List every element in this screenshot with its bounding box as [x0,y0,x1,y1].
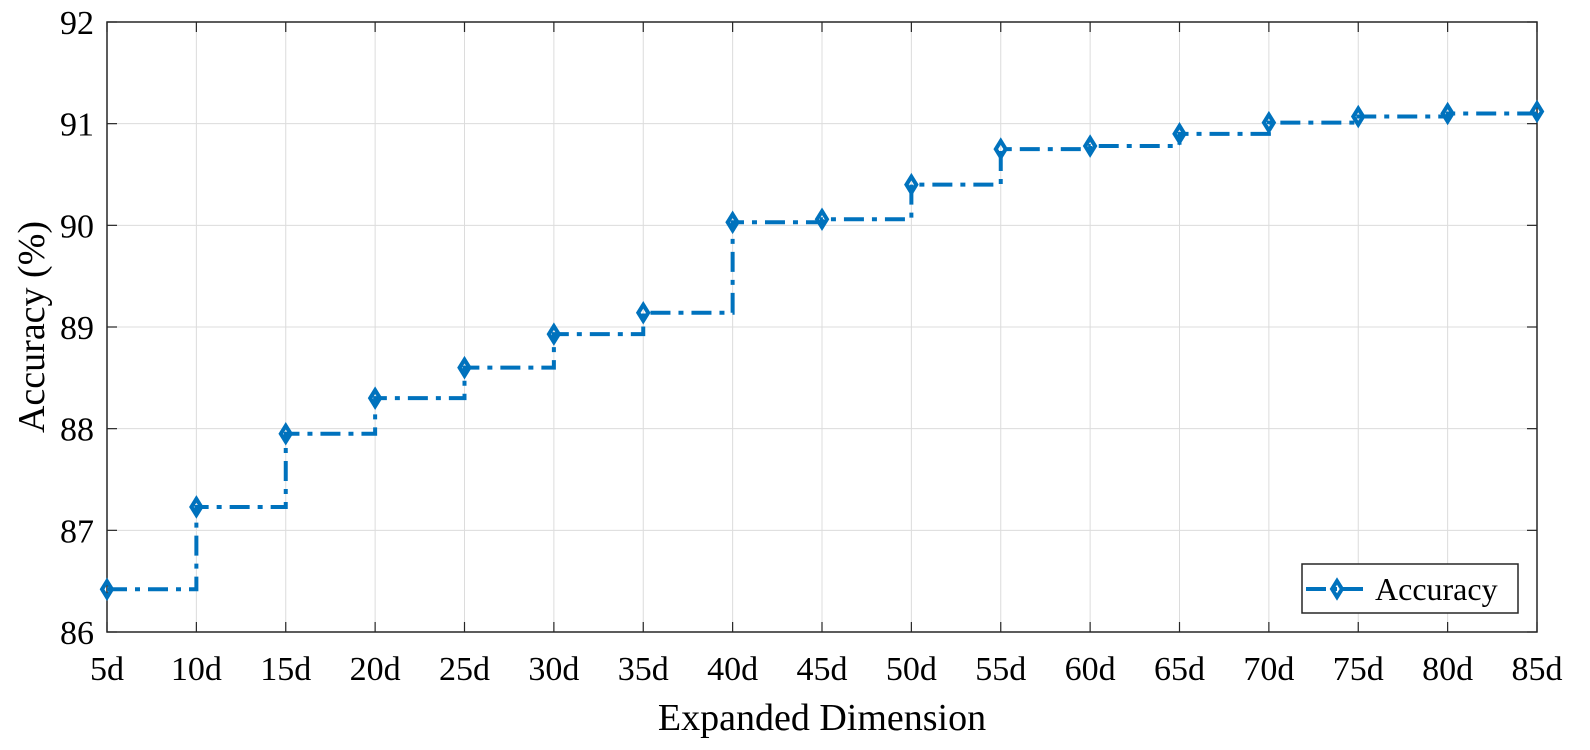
data-point-marker [1440,101,1455,126]
data-point-marker [278,421,294,446]
x-tick-label: 70d [1243,651,1294,688]
x-tick-label: 15d [260,651,311,688]
y-tick-label: 87 [60,513,94,550]
x-tick-label: 65d [1154,651,1205,688]
x-tick-label: 80d [1422,651,1473,688]
y-tick-label: 92 [60,5,94,42]
x-tick-label: 30d [528,651,579,688]
data-point-marker [1172,122,1187,146]
data-point-marker [189,495,204,519]
x-tick-label: 45d [797,651,848,688]
data-point-marker [993,137,1009,161]
legend-box [1301,563,1519,614]
plot-frame [106,21,1538,633]
data-point-marker [457,355,472,380]
data-point-marker [814,207,830,232]
x-tick-label: 40d [707,651,758,688]
x-axis-title: Expanded Dimension [658,697,986,739]
y-tick-labels: 86 87 88 89 90 91 92 [60,5,94,652]
data-point-marker [99,577,115,602]
data-point-marker [1261,110,1277,135]
x-tick-label: 60d [1065,651,1116,688]
y-tick-label: 89 [60,310,94,347]
data-point-marker [635,300,651,325]
x-tick-label: 85d [1512,651,1563,688]
data-point-marker [546,322,562,346]
grid [106,21,1538,633]
series-line [107,111,1539,592]
x-tick-label: 35d [618,651,669,688]
y-tick-label: 86 [60,615,94,652]
x-tick-label: 50d [886,651,937,688]
x-tick-label: 5d [90,651,124,688]
x-tick-label: 75d [1333,651,1384,688]
data-point-marker [725,210,740,235]
data-point-marker [367,386,383,410]
data-point-marker [904,172,919,197]
y-tick-label: 88 [60,412,94,449]
x-tick-label: 10d [171,651,222,688]
data-point-marker [1082,134,1098,158]
series-layer [99,99,1545,602]
data-point-marker [1529,99,1545,124]
legend-label: Accuracy [1375,571,1498,607]
x-tick-label: 25d [439,651,490,688]
y-axis-title: Accuracy (%) [11,221,53,433]
y-tick-label: 90 [60,208,94,245]
y-tick-label: 91 [60,107,94,144]
x-tick-label: 55d [975,651,1026,688]
x-tick-labels: 5d 10d 15d 20d 25d 30d 35d 40d 45d 50d 55d 60d 65d 70… [90,651,1563,688]
legend: Accuracy [1301,563,1519,614]
legend-diamond-marker [1329,577,1345,601]
x-tick-label: 20d [350,651,401,688]
data-point-marker [1350,104,1366,129]
